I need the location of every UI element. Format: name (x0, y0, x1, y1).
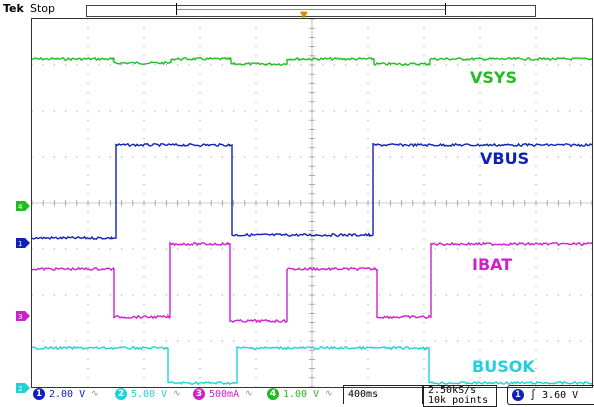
ibat-trace (31, 241, 593, 324)
ch2-scale: 5.00 V (131, 388, 168, 400)
svg-text:4: 4 (18, 203, 23, 211)
timebase-readout[interactable]: 400ms (343, 385, 423, 404)
bandwidth-limit-icon: ∿ (325, 389, 333, 399)
ch4-badge: 4 (267, 388, 279, 400)
bandwidth-limit-icon: ∿ (173, 389, 181, 399)
bandwidth-limit-icon: ∿ (245, 389, 253, 399)
busok-trace (32, 345, 593, 386)
ch2-readout[interactable]: 2 5.00 V ∿ (115, 388, 181, 400)
ch3-ground-marker[interactable]: 3 (16, 306, 30, 321)
ch1-badge: 1 (33, 388, 45, 400)
rising-edge-icon: ∫ (530, 389, 537, 401)
svg-text:1: 1 (18, 240, 22, 248)
ch4-ground-marker[interactable]: 4 (16, 196, 30, 211)
waveform-svg (31, 18, 593, 388)
record-view-bar (86, 5, 536, 17)
vsys-label: VSYS (470, 68, 518, 87)
trigger-position-icon: ▼ (300, 10, 308, 21)
bandwidth-limit-icon: ∿ (91, 389, 99, 399)
ch2-badge: 2 (115, 388, 127, 400)
readout-bar: 1 2.00 V ∿ 2 5.00 V ∿ 3 500mA ∿ 4 1.00 V… (31, 385, 594, 407)
sample-rate: 2.50kS/s (428, 385, 477, 396)
graticule (31, 18, 593, 388)
svg-text:2: 2 (18, 385, 22, 393)
record-length: 10k points (428, 395, 489, 406)
ch3-readout[interactable]: 3 500mA ∿ (193, 388, 253, 400)
ch4-readout[interactable]: 4 1.00 V ∿ (267, 388, 333, 400)
vbus-trace (31, 142, 593, 241)
waveform-display (31, 18, 593, 388)
ch4-scale: 1.00 V (283, 388, 320, 400)
record-view-window (176, 3, 446, 15)
brand-label: Tek (3, 2, 24, 15)
sample-rate-readout[interactable]: 2.50kS/s 10k points (423, 385, 497, 407)
trigger-source-badge: 1 (512, 389, 524, 401)
ch3-scale: 500mA (209, 388, 240, 400)
ch1-readout[interactable]: 1 2.00 V ∿ (33, 388, 99, 400)
vbus-label: VBUS (480, 149, 530, 168)
busok-label: BUSOK (472, 357, 535, 376)
trigger-level: 3.60 V (542, 389, 579, 401)
acquisition-state: Stop (30, 2, 56, 15)
ch1-ground-marker[interactable]: 1 (16, 233, 30, 248)
ch3-badge: 3 (193, 388, 205, 400)
ch1-scale: 2.00 V (49, 388, 86, 400)
vsys-trace (31, 56, 593, 67)
ibat-label: IBAT (472, 255, 513, 274)
svg-text:3: 3 (18, 313, 22, 321)
ch2-ground-marker[interactable]: 2 (16, 378, 30, 393)
trigger-readout[interactable]: 1 ∫ 3.60 V (507, 385, 594, 405)
